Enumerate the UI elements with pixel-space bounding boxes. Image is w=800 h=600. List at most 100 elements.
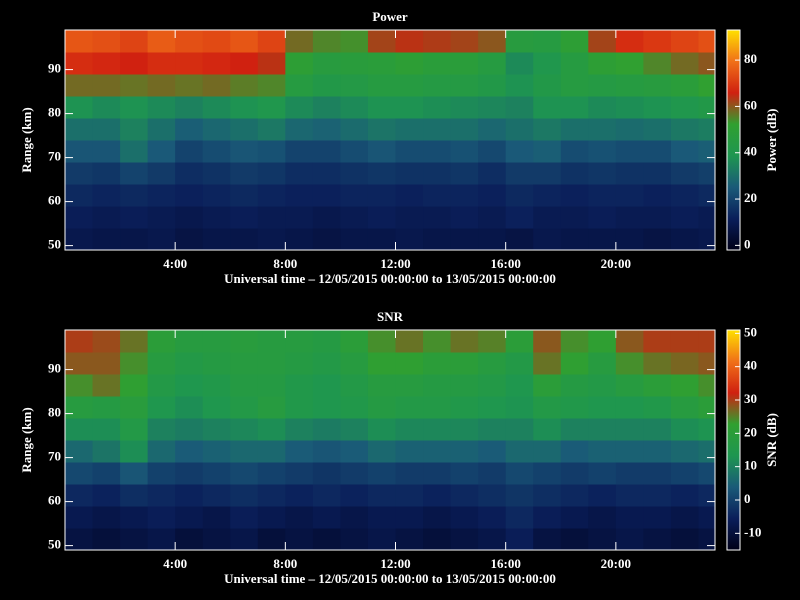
heatmap-cell	[395, 74, 424, 97]
heatmap-cell	[423, 374, 452, 397]
heatmap-cell	[670, 330, 699, 353]
heatmap-cell	[560, 528, 589, 551]
heatmap-cell	[533, 162, 562, 185]
heatmap-cell	[423, 228, 452, 251]
heatmap-cell	[423, 74, 452, 97]
heatmap-cell	[65, 396, 94, 419]
heatmap-cell	[340, 528, 369, 551]
heatmap-cell	[312, 74, 341, 97]
heatmap-cell	[257, 374, 286, 397]
heatmap-cell	[202, 418, 231, 441]
heatmap-cell	[615, 506, 644, 529]
heatmap-cell	[230, 184, 259, 207]
heatmap-cell	[478, 206, 507, 229]
heatmap-cell	[367, 484, 397, 507]
heatmap-cell	[257, 228, 286, 251]
heatmap-cell	[588, 140, 617, 163]
heatmap-cell	[147, 506, 176, 529]
heatmap-cell	[92, 52, 121, 75]
x-tick-label: 4:00	[163, 256, 187, 271]
y-tick-label: 50	[48, 237, 61, 252]
y-tick-label: 80	[48, 105, 61, 120]
heatmap-cell	[175, 330, 204, 353]
x-tick-label: 8:00	[273, 256, 297, 271]
heatmap-cell	[285, 184, 314, 207]
heatmap-cell	[257, 140, 286, 163]
heatmap-cell	[257, 118, 286, 141]
heatmap-cell	[560, 184, 589, 207]
heatmap-cell	[367, 462, 397, 485]
heatmap-cell	[120, 206, 149, 229]
y-tick-label: 80	[48, 405, 61, 420]
heatmap-cell	[615, 206, 644, 229]
heatmap-cell	[175, 162, 204, 185]
colorbar-label: SNR (dB)	[764, 413, 779, 467]
heatmap-cell	[230, 140, 259, 163]
heatmap-cell	[147, 206, 176, 229]
heatmap-cell	[147, 462, 176, 485]
heatmap-cell	[175, 140, 204, 163]
x-tick-label: 16:00	[491, 556, 521, 571]
heatmap-cell	[450, 118, 479, 141]
heatmap-cell	[147, 140, 176, 163]
heatmap-cell	[202, 184, 231, 207]
heatmap-cell	[65, 484, 94, 507]
heatmap-cell	[423, 352, 452, 375]
heatmap-cell	[120, 506, 149, 529]
heatmap-cell	[450, 506, 479, 529]
heatmap-cell	[478, 396, 507, 419]
heatmap-cell	[92, 206, 121, 229]
heatmap-cell	[340, 206, 369, 229]
heatmap-cell	[615, 96, 644, 119]
heatmap-cell	[478, 528, 507, 551]
heatmap-cell	[533, 484, 562, 507]
heatmap-cell	[670, 374, 699, 397]
heatmap-cell	[450, 162, 479, 185]
heatmap-cell	[615, 184, 644, 207]
heatmap-cell	[670, 528, 699, 551]
heatmap-cell	[312, 418, 341, 441]
heatmap-cell	[257, 528, 286, 551]
heatmap-cell	[533, 440, 562, 463]
heatmap-cell	[147, 30, 176, 53]
heatmap-cell	[698, 140, 716, 163]
heatmap-cell	[312, 374, 341, 397]
y-tick-label: 90	[48, 61, 61, 76]
heatmap-cell	[478, 330, 507, 353]
heatmap-cell	[367, 162, 397, 185]
heatmap-cell	[230, 396, 259, 419]
colorbar-label: Power (dB)	[764, 109, 779, 172]
heatmap-cell	[450, 184, 479, 207]
heatmap-cell	[65, 528, 94, 551]
heatmap-cell	[450, 30, 479, 53]
heatmap-cell	[285, 52, 314, 75]
heatmap-cell	[312, 184, 341, 207]
heatmap-cell	[175, 396, 204, 419]
heatmap-cell	[670, 162, 699, 185]
heatmap-cell	[505, 506, 534, 529]
colorbar-tick-label: 80	[744, 51, 757, 66]
heatmap-cell	[202, 74, 231, 97]
heatmap-cell	[340, 228, 369, 251]
heatmap-cell	[285, 140, 314, 163]
heatmap-cell	[395, 374, 424, 397]
heatmap-cell	[202, 206, 231, 229]
heatmap-cell	[120, 184, 149, 207]
heatmap-cell	[588, 206, 617, 229]
heatmap-cell	[202, 484, 231, 507]
heatmap-cell	[478, 352, 507, 375]
y-tick-label: 70	[48, 449, 61, 464]
heatmap-cell	[533, 396, 562, 419]
heatmap-cell	[312, 462, 341, 485]
heatmap-cell	[450, 352, 479, 375]
heatmap-cell	[367, 96, 397, 119]
colorbar-tick-label: 40	[744, 144, 757, 159]
heatmap-cell	[670, 30, 699, 53]
heatmap-cell	[312, 440, 341, 463]
heatmap-cell	[698, 484, 716, 507]
heatmap-cell	[588, 374, 617, 397]
heatmap-cell	[643, 184, 672, 207]
heatmap-cell	[202, 462, 231, 485]
heatmap-cell	[505, 206, 534, 229]
